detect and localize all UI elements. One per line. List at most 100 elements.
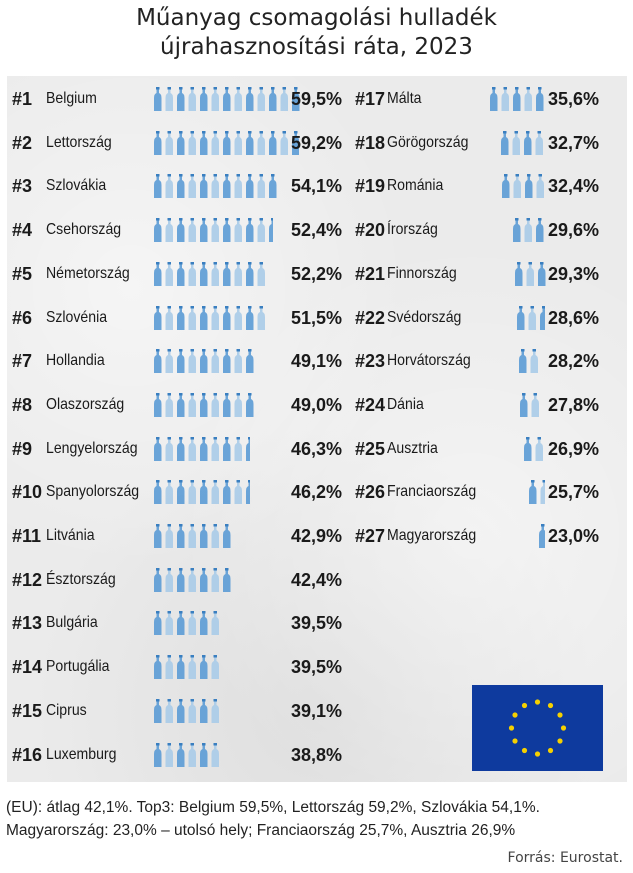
ranking-row: #19 Románia 32,4% xyxy=(355,167,620,207)
bottle-icon xyxy=(539,524,545,548)
value-label: 32,7% xyxy=(547,132,599,153)
bottle-icon xyxy=(234,480,242,505)
bottle-icon xyxy=(188,480,196,505)
country-label: Horvátország xyxy=(387,352,471,370)
country-label: Észtország xyxy=(46,570,116,588)
rank-label: #6 xyxy=(12,307,33,328)
bottle-icon xyxy=(188,742,196,767)
bottle-icon xyxy=(257,261,265,286)
rank-label: #1 xyxy=(12,89,33,109)
bottle-icon xyxy=(269,174,277,199)
bottle-icon xyxy=(200,524,208,548)
ranking-row: #4 Csehország 52,4% xyxy=(12,211,342,251)
bottle-icon xyxy=(234,349,242,374)
rank-label: #12 xyxy=(12,569,43,590)
bottle-icon xyxy=(165,524,173,548)
bottle-icon xyxy=(257,174,265,199)
bottle-icon xyxy=(165,611,173,636)
bar xyxy=(154,174,277,199)
bottle-icon xyxy=(165,261,173,286)
value-label: 23,0% xyxy=(547,526,599,546)
bottle-icon xyxy=(188,436,196,461)
rank-label: #24 xyxy=(355,394,386,415)
footer-line1: (EU): átlag 42,1%. Top3: Belgium 59,5%, … xyxy=(6,799,540,816)
flag-star-icon xyxy=(560,725,567,731)
bottle-icon xyxy=(223,436,231,461)
ranking-row: #2 Lettország 59,2% xyxy=(12,124,342,164)
rank-label: #27 xyxy=(355,526,386,546)
bottle-icon xyxy=(223,524,231,548)
flag-star-icon xyxy=(521,702,528,709)
bottle-icon xyxy=(257,218,265,243)
bottle-icon xyxy=(514,261,522,286)
rank-label: #10 xyxy=(12,482,43,503)
bottle-icon xyxy=(501,87,509,111)
ranking-row: #24 Dánia 27,8% xyxy=(355,386,620,426)
bottle-icon xyxy=(234,130,242,155)
bottle-icon xyxy=(165,567,173,592)
rank-label: #5 xyxy=(12,263,33,284)
ranking-row: #26 Franciaország 25,7% xyxy=(355,473,620,513)
ranking-row: #21 Finnország 29,3% xyxy=(355,255,620,295)
ranking-row: #7 Hollandia 49,1% xyxy=(12,342,342,382)
bottle-icon xyxy=(269,218,273,243)
bottle-icon xyxy=(165,305,173,330)
bottle-icon xyxy=(177,742,185,767)
bottle-icon xyxy=(524,130,532,155)
country-label: Görögország xyxy=(387,133,469,151)
bottle-icon xyxy=(211,524,219,548)
bottle-icon xyxy=(211,742,219,767)
flag-star-icon xyxy=(547,702,554,709)
rank-label: #22 xyxy=(355,307,386,328)
country-label: Hollandia xyxy=(46,352,105,370)
country-label: Litvánia xyxy=(46,527,95,544)
bottle-icon xyxy=(200,655,208,680)
bottle-icon xyxy=(165,480,173,505)
bottle-icon xyxy=(523,436,532,461)
bottle-icon xyxy=(165,218,173,243)
bottle-icon xyxy=(246,480,250,505)
bottle-icon xyxy=(280,87,288,111)
flag-star-icon xyxy=(512,738,518,744)
bottle-icon xyxy=(269,130,277,155)
ranking-row: #17 Málta 35,6% xyxy=(355,80,620,120)
ranking-row: #20 Írország 29,6% xyxy=(355,211,620,251)
bottle-icon xyxy=(513,87,521,111)
bottle-icon xyxy=(211,174,219,199)
ranking-row: #13 Bulgária 39,5% xyxy=(12,604,342,644)
bottle-icon xyxy=(200,392,208,417)
bottle-icon xyxy=(200,130,208,155)
value-label: 35,6% xyxy=(547,89,599,109)
bottle-icon xyxy=(188,655,196,680)
rank-label: #3 xyxy=(12,176,33,197)
bottle-icon xyxy=(177,87,185,111)
bottle-icon xyxy=(211,480,219,505)
rank-label: #14 xyxy=(12,657,43,678)
ranking-row: #9 Lengyelország 46,3% xyxy=(12,430,342,470)
bottle-icon xyxy=(188,349,196,374)
rank-label: #11 xyxy=(12,526,42,546)
bar xyxy=(490,87,544,111)
bottle-icon xyxy=(188,698,196,723)
bar xyxy=(154,611,219,636)
country-label: Románia xyxy=(387,177,444,195)
bottle-icon xyxy=(177,218,185,243)
ranking-row: #1 Belgium 59,5% xyxy=(12,80,342,120)
ranking-row: #6 Szlovénia 51,5% xyxy=(12,299,342,339)
country-label: Lengyelország xyxy=(46,439,138,457)
bar xyxy=(523,436,543,461)
value-label: 59,2% xyxy=(290,132,342,153)
bottle-icon xyxy=(200,87,208,111)
bottle-icon xyxy=(154,698,162,723)
bottle-icon xyxy=(177,305,185,330)
bottle-icon xyxy=(188,218,196,243)
value-label: 52,4% xyxy=(290,220,342,241)
bar xyxy=(514,261,545,286)
value-label: 32,4% xyxy=(547,176,599,197)
value-label: 54,1% xyxy=(290,176,342,197)
bottle-icon xyxy=(246,349,254,374)
bottle-icon xyxy=(246,218,254,243)
bottle-icon xyxy=(200,567,208,592)
bottle-icon xyxy=(257,305,265,330)
ranking-row: #22 Svédország 28,6% xyxy=(355,299,620,339)
